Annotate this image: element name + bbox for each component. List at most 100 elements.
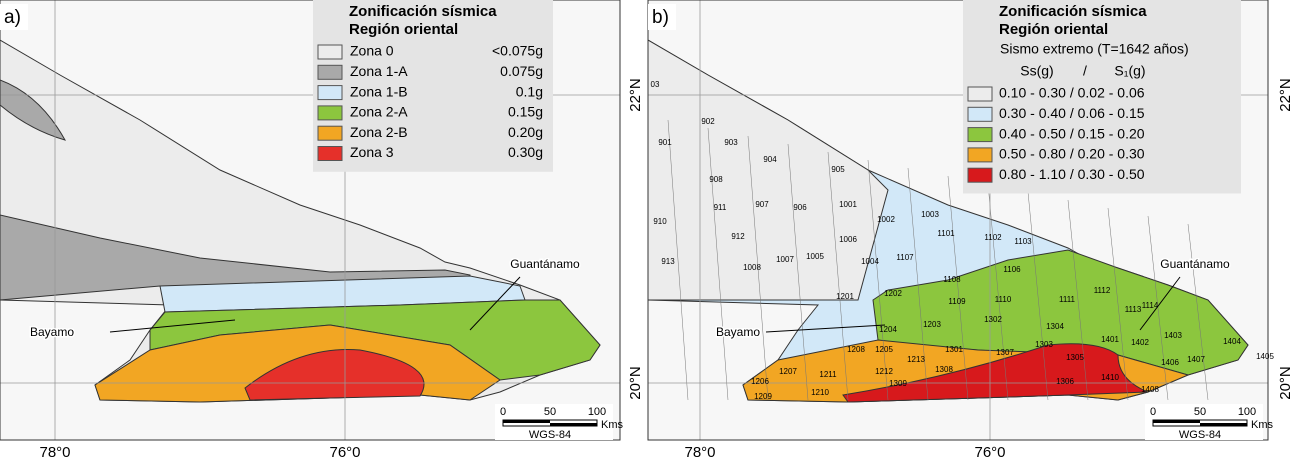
legend-title: Zonificación sísmica xyxy=(999,3,1147,20)
municipality-code: 1108 xyxy=(943,275,961,284)
municipality-code: 907 xyxy=(755,200,769,209)
lon-label: 76°0 xyxy=(329,444,360,461)
scale-bar-seg xyxy=(1200,423,1247,426)
legend-label: Zona 0 xyxy=(350,43,394,59)
municipality-code: 1001 xyxy=(839,200,857,209)
legend-label: Zona 1-A xyxy=(350,63,408,79)
legend-label: 0.50 - 0.80 / 0.20 - 0.30 xyxy=(999,146,1145,162)
municipality-code: 905 xyxy=(831,165,845,174)
lon-label: 78°0 xyxy=(684,444,715,461)
legend-title: Región oriental xyxy=(999,21,1108,38)
municipality-code: 1305 xyxy=(1066,353,1084,362)
lat-label: 20°N xyxy=(627,366,644,400)
boundary xyxy=(947,175,969,401)
municipality-code: 1403 xyxy=(1164,331,1182,340)
boundary xyxy=(1107,207,1129,401)
municipality-code: 1004 xyxy=(861,257,879,266)
panel-label: a) xyxy=(4,7,21,28)
municipality-code: 902 xyxy=(701,117,715,126)
municipality-code: 1402 xyxy=(1131,338,1149,347)
legend-swatch xyxy=(317,105,343,121)
panel-label: b) xyxy=(652,7,669,28)
legend-value: 0.20g xyxy=(508,124,543,140)
municipality-code: 1005 xyxy=(806,252,824,261)
scale-bar-seg xyxy=(1153,420,1200,423)
scale-unit: Kms xyxy=(601,419,624,431)
municipality-code: 1110 xyxy=(995,295,1012,304)
legend-header: / xyxy=(1083,63,1087,79)
municipality-code: 1213 xyxy=(907,355,925,364)
municipality-code: 1007 xyxy=(776,255,794,264)
municipality-code: 1112 xyxy=(1094,286,1111,295)
municipality-code: 1008 xyxy=(743,263,761,272)
scale-tick: 50 xyxy=(1194,406,1206,418)
map-panel: 78°0 76°0 22°N 22°N 20°N 20°N 03 902 901 903 904 90… xyxy=(627,0,1294,461)
legend-label: Zona 1-B xyxy=(350,83,408,99)
scale-unit: Kms xyxy=(1251,419,1274,431)
municipality-code: 1107 xyxy=(896,253,914,262)
legend-value: 0.30g xyxy=(508,144,543,160)
zone-grey xyxy=(648,39,889,301)
municipality-code: 1109 xyxy=(948,297,966,306)
municipality-code: 1307 xyxy=(996,348,1014,357)
municipality-code: 1404 xyxy=(1223,337,1241,346)
municipality-code: 1405 xyxy=(1256,352,1274,361)
scale-bar-seg xyxy=(503,420,550,423)
legend-value: 0.1g xyxy=(516,83,543,99)
municipality-code: 1002 xyxy=(877,215,895,224)
municipality-code: 910 xyxy=(653,217,667,226)
legend-swatch xyxy=(967,127,993,143)
boundary xyxy=(827,151,849,401)
municipality-code: 1210 xyxy=(811,388,829,397)
leader-line xyxy=(1139,276,1181,331)
legend-label: 0.40 - 0.50 / 0.15 - 0.20 xyxy=(999,125,1145,141)
municipality-code: 1211 xyxy=(819,370,837,379)
municipality-code: 1304 xyxy=(1046,322,1064,331)
municipality-code: 1410 xyxy=(1101,373,1119,382)
legend-swatch xyxy=(317,125,343,141)
legend-value: <0.075g xyxy=(492,43,543,59)
scale-tick: 0 xyxy=(500,406,506,418)
legend-swatch xyxy=(317,44,343,60)
scale-datum: WGS-84 xyxy=(529,429,571,441)
scale-bar-seg xyxy=(550,423,597,426)
boundary xyxy=(907,167,929,401)
legend-header: S₁(g) xyxy=(1114,63,1145,79)
frame xyxy=(0,0,621,441)
legend-title: Zonificación sísmica xyxy=(349,3,497,20)
place-label: Bayamo xyxy=(30,325,74,339)
scale-datum: WGS-84 xyxy=(1179,429,1221,441)
boundary xyxy=(707,127,729,401)
legend-label: Zona 2-B xyxy=(350,124,408,140)
legend-box xyxy=(963,0,1241,194)
municipality-code: 1114 xyxy=(1142,301,1159,310)
municipality-code: 904 xyxy=(763,155,777,164)
panel-label-bg xyxy=(0,4,28,30)
lat-label: 22°N xyxy=(1277,78,1294,112)
municipality-code: 1205 xyxy=(875,345,893,354)
municipality-code: 1408 xyxy=(1141,385,1159,394)
municipality-code: 1203 xyxy=(923,320,941,329)
municipality-code: 1309 xyxy=(889,379,907,388)
municipality-code: 1201 xyxy=(836,292,854,301)
municipality-code: 1212 xyxy=(875,367,893,376)
municipality-code: 1303 xyxy=(1035,340,1053,349)
legend-swatch xyxy=(967,86,993,102)
municipality-code: 1106 xyxy=(1003,265,1021,274)
municipality-code: 1209 xyxy=(754,392,772,401)
boundary xyxy=(1067,199,1089,401)
legend-subtitle: Sismo extremo (T=1642 años) xyxy=(1000,41,1189,57)
municipality-code: 901 xyxy=(658,138,672,147)
lon-label: 76°0 xyxy=(974,444,1005,461)
panel-label-bg xyxy=(648,4,676,30)
scale-tick: 100 xyxy=(1238,406,1256,418)
legend-value: 0.075g xyxy=(500,63,543,79)
legend-header: Ss(g) xyxy=(1020,63,1053,79)
frame xyxy=(647,0,1269,441)
municipality-code: 1102 xyxy=(984,233,1002,242)
leader-line xyxy=(765,324,886,333)
municipality-code: 1301 xyxy=(945,345,963,354)
lat-label: 22°N xyxy=(627,78,644,112)
municipality-code: 1208 xyxy=(847,345,865,354)
